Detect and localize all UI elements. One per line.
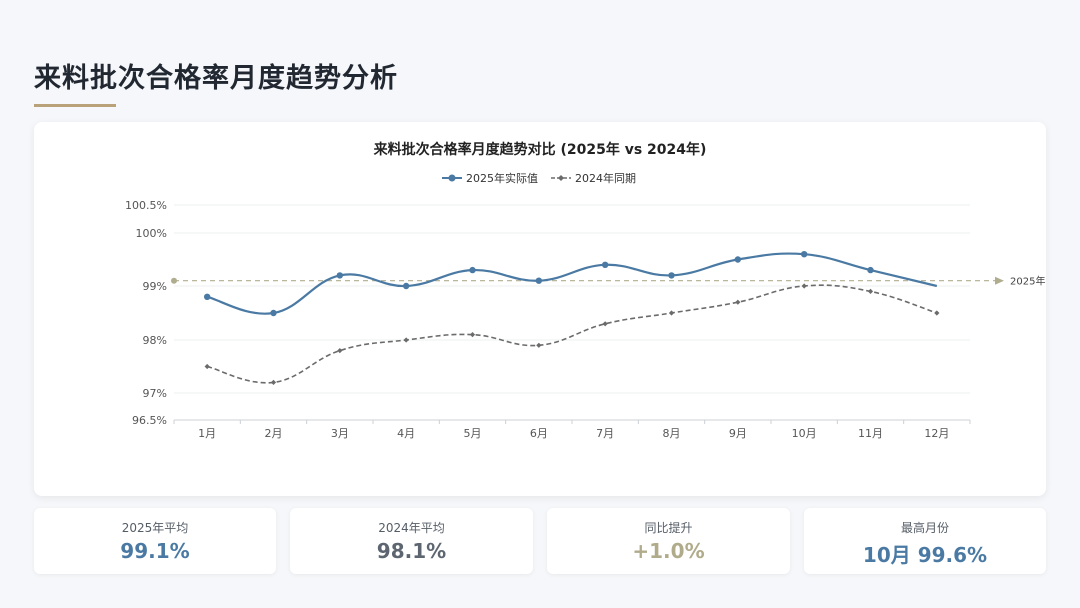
stat-label: 同比提升: [644, 521, 693, 535]
legend-marker-icon: [558, 175, 564, 181]
data-point[interactable]: [601, 261, 609, 268]
title-underline: [34, 104, 116, 107]
x-tick-label: 9月: [729, 427, 747, 440]
data-point[interactable]: [867, 288, 874, 294]
data-point[interactable]: [337, 348, 343, 354]
legend-item-2024[interactable]: 2024年同期: [551, 171, 636, 185]
stat-value: 10月 99.6%: [862, 543, 988, 567]
x-tick-label: 12月: [924, 427, 949, 440]
stat-label: 2025年平均: [121, 521, 189, 535]
x-tick-label: 5月: [464, 427, 482, 440]
reference-line-start-marker: [171, 277, 177, 284]
y-tick-label: 100.5%: [125, 199, 167, 212]
data-point[interactable]: [469, 266, 476, 274]
data-point[interactable]: [204, 363, 210, 370]
x-tick-label: 8月: [663, 427, 681, 440]
legend-item-2025[interactable]: 2025年实际值: [442, 171, 538, 185]
legend-label: 2024年同期: [575, 171, 636, 185]
data-point[interactable]: [668, 272, 675, 279]
stat-value: +1.0%: [632, 539, 705, 563]
y-tick-label: 98%: [143, 334, 167, 347]
data-point[interactable]: [801, 283, 807, 289]
stat-value: 99.1%: [120, 539, 190, 563]
chart-title: 来料批次合格率月度趋势对比 (2025年 vs 2024年): [373, 141, 707, 158]
series-line: [206, 284, 938, 384]
data-point[interactable]: [469, 332, 476, 338]
chart-card: 来料批次合格率月度趋势对比 (2025年 vs 2024年) 2025年实际值 2…: [34, 122, 1046, 496]
data-point[interactable]: [535, 277, 543, 284]
data-point[interactable]: [668, 310, 675, 316]
stat-card-2025-average: 2025年平均 99.1%: [34, 508, 276, 574]
stat-label: 最高月份: [900, 521, 949, 535]
page-title: 来料批次合格率月度趋势分析: [34, 63, 398, 94]
x-tick-label: 1月: [198, 427, 216, 440]
data-point[interactable]: [934, 310, 940, 316]
chart-legend[interactable]: 2025年实际值 2024年同期: [442, 171, 636, 185]
data-point[interactable]: [536, 342, 542, 348]
y-tick-label: 97%: [143, 387, 167, 400]
data-point[interactable]: [735, 299, 741, 305]
chart-grid: [174, 204, 970, 421]
stat-card-yoy-increase: 同比提升 +1.0%: [547, 508, 790, 574]
series-2025: [203, 251, 938, 317]
data-point[interactable]: [402, 282, 410, 290]
y-tick-label: 99%: [143, 280, 167, 293]
reference-line-arrow-icon: [995, 276, 1004, 285]
x-tick-label: 3月: [331, 427, 349, 440]
reference-line-label: 2025年平均: [1010, 275, 1046, 288]
stat-card-peak-month: 最高月份 10月 99.6%: [804, 508, 1046, 574]
x-tick-label: 10月: [792, 427, 817, 440]
y-axis: 96.5% 97% 98% 99% 100% 100.5%: [125, 199, 167, 427]
data-point[interactable]: [800, 251, 808, 258]
chart-series: [203, 251, 940, 385]
data-point[interactable]: [270, 379, 277, 385]
data-point[interactable]: [203, 293, 211, 300]
reference-line: 2025年平均: [171, 275, 1046, 288]
data-point[interactable]: [734, 256, 742, 263]
data-point[interactable]: [867, 266, 874, 274]
data-point[interactable]: [270, 309, 277, 317]
x-tick-label: 7月: [596, 427, 614, 440]
series-line: [206, 252, 938, 315]
x-tick-label: 2月: [265, 427, 283, 440]
y-tick-label: 100%: [136, 227, 167, 240]
data-point[interactable]: [602, 321, 608, 327]
x-tick-label: 6月: [530, 427, 548, 440]
x-tick-label: 4月: [397, 427, 415, 440]
x-tick-label: 11月: [858, 427, 883, 440]
legend-label: 2025年实际值: [466, 171, 538, 185]
stat-card-2024-average: 2024年平均 98.1%: [290, 508, 533, 574]
y-tick-label: 96.5%: [132, 414, 167, 427]
trend-chart: 来料批次合格率月度趋势对比 (2025年 vs 2024年) 2025年实际值 2…: [125, 141, 1046, 440]
legend-marker-icon: [448, 174, 456, 182]
stat-value: 98.1%: [376, 539, 447, 563]
data-point[interactable]: [403, 337, 409, 343]
stat-label: 2024年平均: [378, 521, 445, 535]
data-point[interactable]: [336, 272, 344, 279]
x-axis: 1月 2月 3月 4月 5月 6月 7月 8月 9月 10月 11月 12月: [173, 419, 971, 440]
series-2024: [204, 283, 940, 385]
